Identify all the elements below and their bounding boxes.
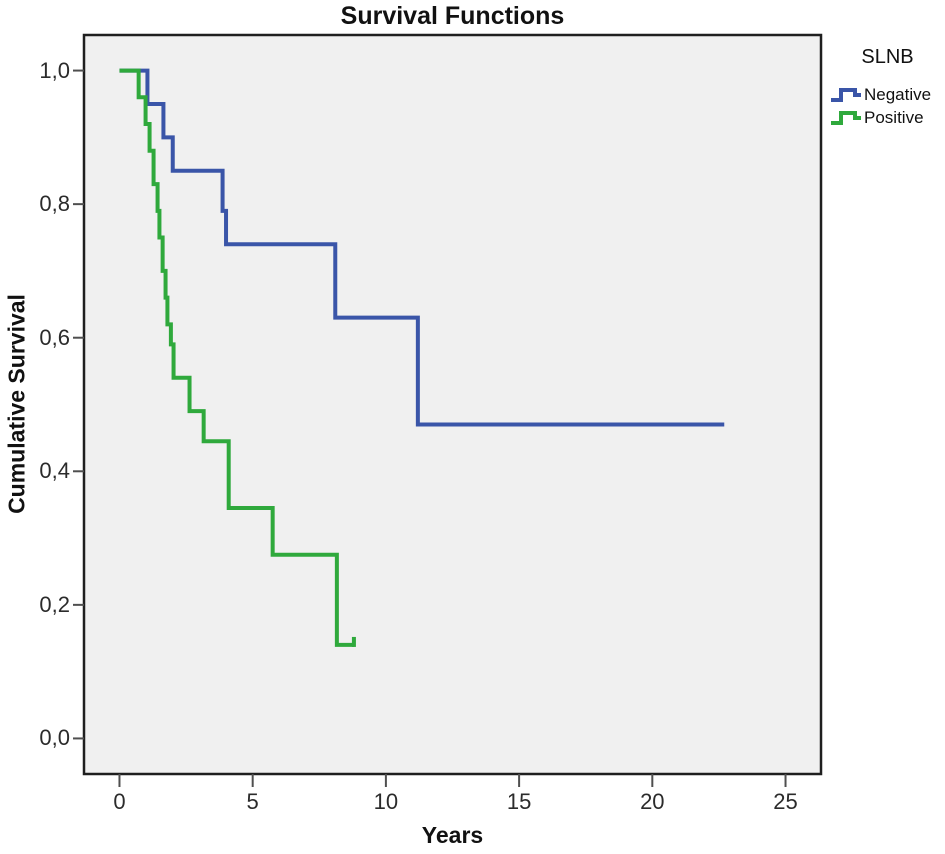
x-axis-title: Years: [421, 822, 484, 848]
negative-step-line-icon: [831, 88, 861, 102]
y-tick-label: 0,0: [39, 725, 70, 751]
chart-title: Survival Functions: [340, 2, 565, 30]
x-tick-label: 15: [506, 789, 532, 814]
survival-curves: [119, 68, 725, 647]
legend-entry-negative: Negative: [830, 85, 945, 105]
legend-title: SLNB: [861, 46, 914, 68]
axis-tick-marks: [73, 69, 787, 787]
y-tick-label: 0,8: [39, 191, 70, 217]
y-tick-label: 1,0: [39, 57, 70, 83]
y-tick-label: 0,6: [39, 324, 70, 350]
legend-entry-positive: Positive: [830, 108, 945, 128]
negative-survival-curve: [119, 68, 725, 427]
x-tick-label: 0: [113, 789, 126, 814]
legend-label-negative: Negative: [864, 85, 932, 104]
x-tick-label: 10: [373, 789, 399, 814]
x-tick-label: 20: [640, 789, 665, 814]
plot-frame: [82, 33, 823, 776]
legend-label-positive: Positive: [864, 108, 924, 127]
x-tick-label: 5: [246, 789, 259, 814]
positive-step-line-icon: [831, 111, 861, 125]
positive-survival-curve: [119, 68, 354, 647]
y-axis-title: Cumulative Survival: [3, 294, 30, 514]
x-tick-label: 25: [773, 789, 798, 814]
legend: SLNB Negative Positive: [830, 46, 945, 131]
y-tick-label: 0,2: [39, 591, 70, 617]
y-tick-label: 0,4: [39, 458, 70, 484]
